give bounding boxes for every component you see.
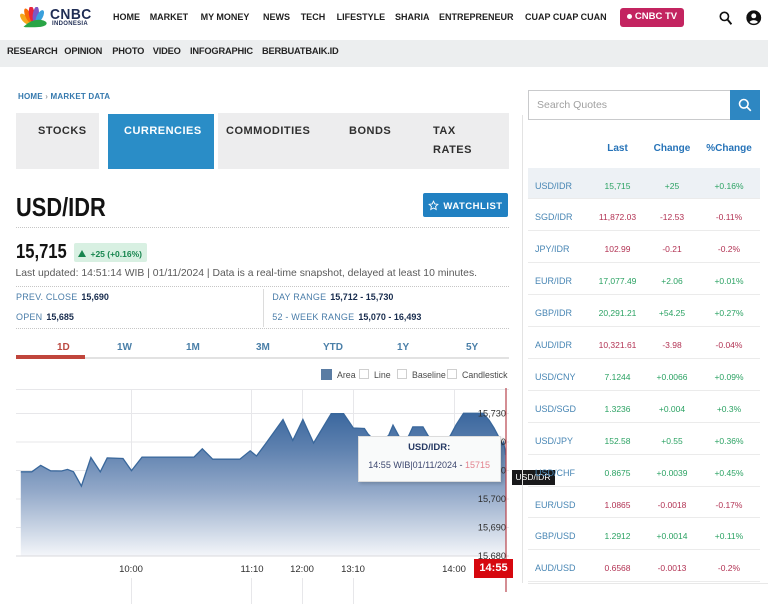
- svg-text:14:00: 14:00: [442, 564, 466, 575]
- svg-text:11:10: 11:10: [240, 564, 263, 575]
- svg-text:15,700: 15,700: [478, 494, 506, 504]
- svg-text:15,730: 15,730: [478, 409, 506, 419]
- svg-text:15,690: 15,690: [478, 523, 506, 533]
- svg-text:10:00: 10:00: [119, 564, 143, 575]
- svg-text:13:10: 13:10: [341, 564, 365, 575]
- svg-text:12:00: 12:00: [290, 564, 314, 575]
- svg-text:15,680: 15,680: [478, 551, 506, 561]
